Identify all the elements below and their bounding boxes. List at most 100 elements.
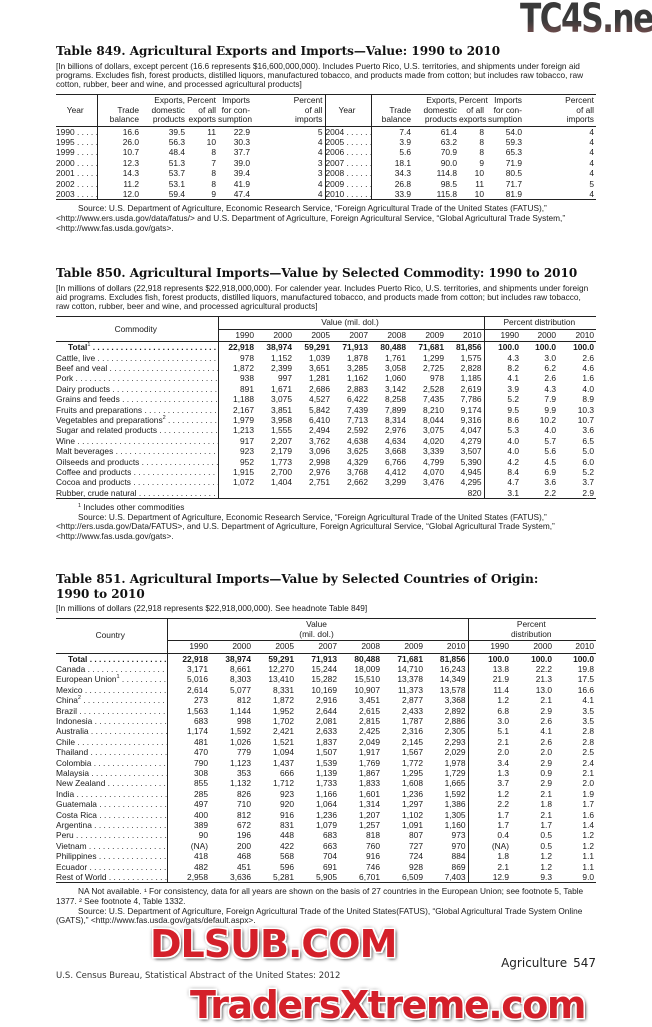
value-cell: 13,410 [268,674,294,685]
table-row: Mexico2,6145,0778,33110,16910,90711,3731… [56,684,596,696]
value-cell: 760 [366,840,380,851]
leader-dots [97,799,166,809]
value-cell: 80,488 [354,653,380,664]
value-cell: 4,020 [423,435,444,446]
percent-cell: 4.0 [507,435,520,446]
value-cell: 4,527 [309,394,330,405]
value-cell: 938 [240,373,254,384]
leader-dots [142,405,217,415]
value-cell: 14,710 [397,663,423,674]
value-cell: 691 [323,861,337,872]
value-cell: 1,592 [425,788,469,800]
value-cell: 5,016 [187,674,208,685]
value-cell: 12.0 [97,189,141,201]
percent-cell: 100.0 [531,653,553,664]
value-cell: 10 [459,189,486,201]
value-cell: 1,213 [233,425,254,436]
value-cell: 81.9 [486,189,524,201]
table-row: European Union1 5,016 8,303 13,410 15,282 15,… [56,674,596,685]
value-cell: 3,507 [446,446,485,457]
value-cell: 6,509 [382,872,425,884]
year-cell: 2000 [56,157,98,169]
value-cell: 5,842 [309,404,330,415]
row-label-text: Cocoa and products [56,477,131,488]
value-cell: 11 [207,126,216,137]
leader-dots [87,654,166,664]
value-cell: 4,638 [347,435,368,446]
value-cell: 2,494 [309,425,330,436]
row-label: Chile [56,736,168,748]
value-cell: 1,702 [273,715,294,726]
value-cell: 16,243 [425,663,469,675]
value-cell: 2,316 [402,726,423,737]
value-cell: 2,644 [316,705,337,716]
value-cell: 22.9 [233,126,250,137]
percent-cell: 100.0 [573,342,595,353]
row-label-text: Philippines [56,851,97,862]
value-cell: 3,339 [423,446,444,457]
year-cell: 2005 [325,137,372,148]
value-cell: 2,619 [446,383,485,395]
value-cell: 14.3 [122,168,139,179]
value-cell: 5.6 [399,147,411,158]
value-cell: 1,144 [230,705,251,716]
percent-cell: 8.2 [507,363,520,374]
row-label: New Zealand [56,778,168,789]
value-cell: 8,331 [273,684,294,695]
year-cell: 2002 [56,178,98,190]
value-cell: 1,671 [271,383,292,394]
column-header: Year [325,94,372,127]
value-cell: 10 [206,137,216,148]
value-cell: 59,291 [268,653,294,664]
value-cell: 1,039 [309,352,330,363]
percent-cell: 19.8 [577,663,595,674]
leader-dots [120,394,217,404]
percent-cell: 4.3 [507,352,520,363]
percent-cell: 9.5 [507,404,520,415]
row-label: China2 [56,695,168,706]
year-cell: 2003 [56,189,98,201]
value-cell: 1,026 [230,736,251,747]
row-label: Total [56,653,168,664]
value-cell: 1,601 [359,788,380,799]
year-label: 2006 [326,147,371,157]
percent-cell: (NA) [491,840,510,851]
row-label: Vegetables and preparations2 [56,415,219,426]
row-label-text: Rest of World [56,872,107,883]
leader-dots [74,789,166,799]
value-group-header: Value (mil. dol.) [218,316,485,330]
leader-dots [105,778,166,788]
value-cell: 1,236 [402,788,423,799]
value-cell: 952 [240,456,254,467]
value-cell: 11,373 [398,684,423,695]
value-cell: 9,174 [446,404,485,416]
value-cell: 710 [237,799,251,810]
row-label: Total1 [56,341,219,353]
percent-cell: 2.6 [544,373,557,384]
value-cell: 2,399 [271,363,292,374]
value-cell: 1,917 [359,747,380,758]
value-cell: 18.1 [394,157,411,168]
value-cell: 2,815 [359,715,380,726]
tradersxtreme-watermark: TradersXtreme.com [190,983,586,1027]
table-row: Total1 22,918 38,974 59,291 71,913 80,488 71,6… [56,341,596,353]
value-cell: 10,907 [354,684,380,695]
row-label: Mexico [56,684,168,696]
value-cell: 1,772 [402,757,423,768]
value-cell: 8,044 [423,415,444,426]
value-cell: 3,451 [359,695,380,706]
percent-cell: 0.5 [540,840,553,851]
year-header: 2010 [446,329,485,343]
value-cell: 1,837 [316,736,337,747]
value-cell: 90 [198,830,208,841]
row-label-text: Rubber, crude natural [56,487,137,498]
value-cell: 14,349 [425,674,469,685]
value-cell: 33.9 [371,189,413,201]
percent-cell: 9.0 [554,872,597,884]
percent-cell: 2.2 [497,799,510,810]
